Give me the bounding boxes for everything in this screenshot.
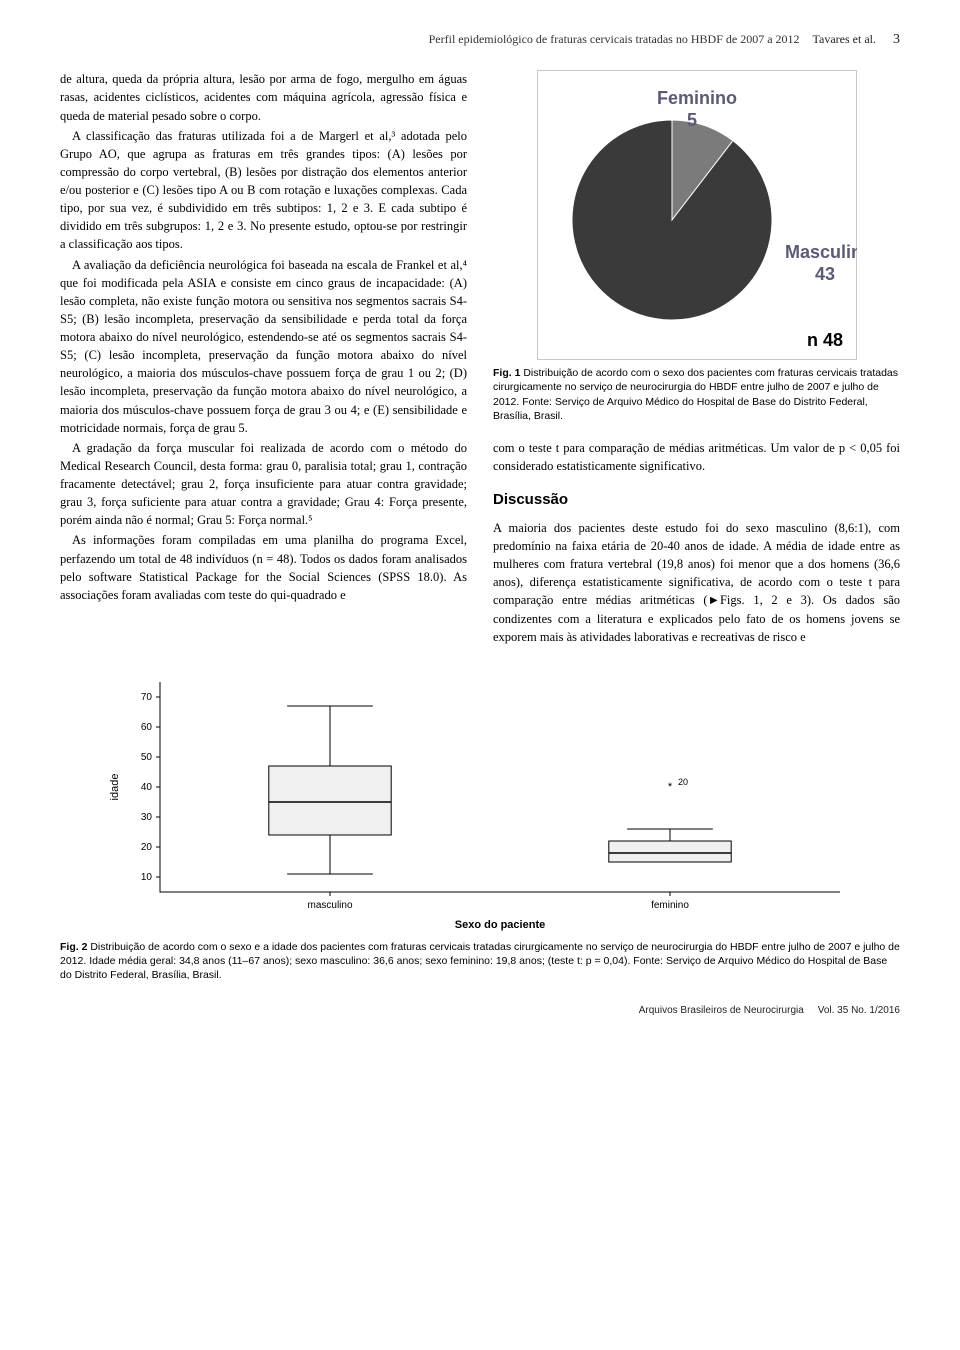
svg-text:feminino: feminino xyxy=(651,900,689,911)
svg-text:Sexo do paciente: Sexo do paciente xyxy=(455,919,545,931)
running-head: Perfil epidemiológico de fraturas cervic… xyxy=(60,30,900,50)
svg-text:n 48: n 48 xyxy=(806,330,842,350)
svg-text:20: 20 xyxy=(141,842,153,853)
body-paragraph: A avaliação da deficiência neurológica f… xyxy=(60,256,467,437)
fig2-caption-text: Distribuição de acordo com o sexo e a id… xyxy=(60,941,900,981)
svg-text:*: * xyxy=(668,781,673,793)
body-paragraph: A gradação da força muscular foi realiza… xyxy=(60,439,467,530)
svg-text:10: 10 xyxy=(141,872,153,883)
boxplot-svg: 10 20 30 40 50 60 70 idade Sexo do paciente mascu… xyxy=(100,672,860,932)
page-footer: Arquivos Brasileiros de Neurocirurgia Vo… xyxy=(60,1004,900,1019)
right-column: Feminino5 Masculino43 n 48 Fig. 1 Distribu… xyxy=(493,70,900,648)
fig1-pie-chart: Feminino5 Masculino43 n 48 xyxy=(493,70,900,360)
pie-svg: Feminino5 Masculino43 n 48 xyxy=(537,70,857,360)
svg-text:Masculino: Masculino xyxy=(785,242,857,262)
running-authors: Tavares et al. xyxy=(813,32,876,46)
svg-text:Feminino: Feminino xyxy=(657,88,737,108)
svg-text:masculino: masculino xyxy=(307,900,352,911)
fig1-label: Fig. 1 xyxy=(493,367,520,379)
journal-name: Arquivos Brasileiros de Neurocirurgia xyxy=(639,1005,804,1016)
svg-text:idade: idade xyxy=(109,773,121,800)
svg-text:30: 30 xyxy=(141,812,153,823)
fig1-caption: Fig. 1 Distribuição de acordo com o sexo… xyxy=(493,366,900,423)
body-paragraph: com o teste t para comparação de médias … xyxy=(493,439,900,475)
body-paragraph: A classificação das fraturas utilizada f… xyxy=(60,127,467,254)
fig2-boxplot: 10 20 30 40 50 60 70 idade Sexo do paciente mascu… xyxy=(60,672,900,932)
issue-info: Vol. 35 No. 1/2016 xyxy=(818,1005,900,1016)
fig1-caption-text: Distribuição de acordo com o sexo dos pa… xyxy=(493,367,898,422)
fig2-label: Fig. 2 xyxy=(60,941,87,953)
svg-text:70: 70 xyxy=(141,692,153,703)
svg-text:20: 20 xyxy=(678,777,688,787)
page-number: 3 xyxy=(893,32,900,47)
discussion-paragraph: A maioria dos pacientes deste estudo foi… xyxy=(493,519,900,646)
fig2-caption: Fig. 2 Distribuição de acordo com o sexo… xyxy=(60,940,900,983)
body-paragraph: de altura, queda da própria altura, lesã… xyxy=(60,70,467,124)
body-paragraph: As informações foram compiladas em uma p… xyxy=(60,531,467,604)
svg-text:43: 43 xyxy=(815,264,835,284)
svg-text:5: 5 xyxy=(687,110,697,130)
svg-text:40: 40 xyxy=(141,782,153,793)
discussion-heading: Discussão xyxy=(493,489,900,511)
left-column: de altura, queda da própria altura, lesã… xyxy=(60,70,467,648)
two-column-layout: de altura, queda da própria altura, lesã… xyxy=(60,70,900,648)
svg-text:60: 60 xyxy=(141,722,153,733)
svg-text:50: 50 xyxy=(141,752,153,763)
running-title: Perfil epidemiológico de fraturas cervic… xyxy=(429,32,800,46)
